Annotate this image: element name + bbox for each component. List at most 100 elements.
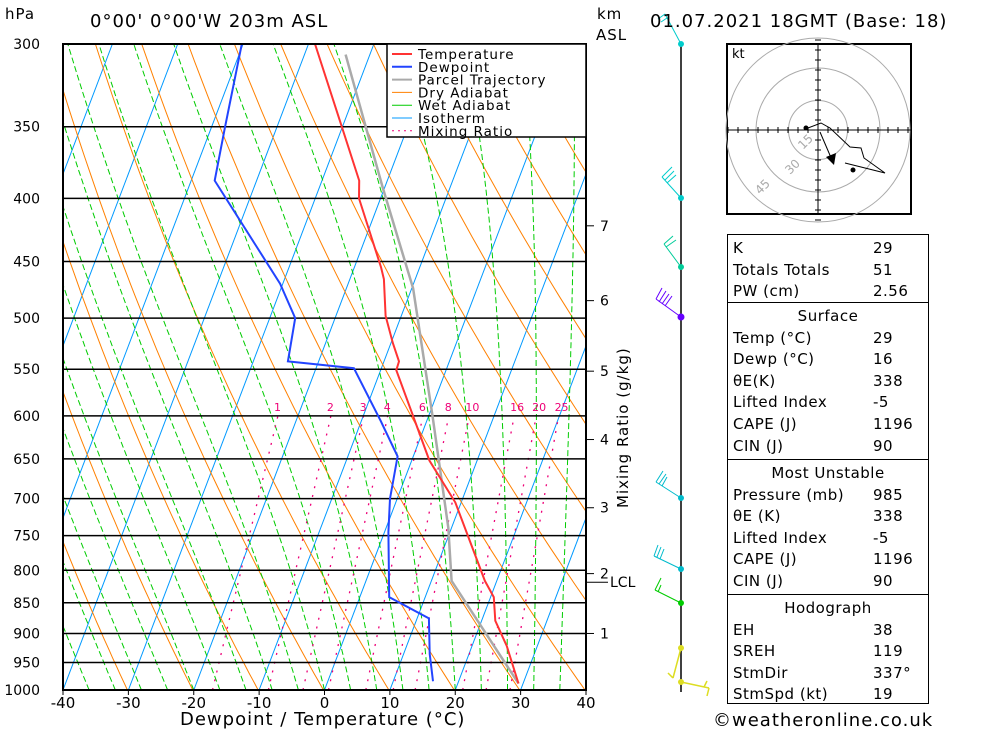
indices-panel: K 29 Totals Totals 51 PW (cm) 2.56	[727, 234, 929, 302]
legend-label: Dry Adiabat	[418, 85, 509, 101]
section-title-label: Most Unstable	[771, 464, 885, 482]
pressure-tick-label: 850	[13, 596, 40, 612]
index-row-value: 2.56	[873, 282, 909, 301]
section-title-label: Surface	[797, 307, 859, 325]
temperature-tick-label: 10	[380, 694, 399, 712]
pressure-tick-label: 550	[13, 362, 40, 378]
isotherm-line	[520, 516, 586, 690]
index-row-value: 1196	[873, 415, 914, 433]
index-row: Lifted Index -5	[728, 391, 928, 412]
temperature-tick-label: -10	[247, 694, 272, 712]
dry-adiabat-line	[233, 44, 586, 690]
mixing-ratio-line	[211, 415, 279, 690]
index-row-label: θE (K)	[733, 507, 781, 526]
index-row-value: 38	[873, 620, 894, 639]
x-axis-title: Dewpoint / Temperature (°C)	[180, 709, 466, 730]
mixing-ratio-line	[327, 415, 389, 690]
index-row-value: 90	[873, 436, 894, 455]
wet-adiabat-line	[133, 44, 352, 690]
wet-adiabat-line	[272, 44, 430, 690]
mixing-ratio-label: 6	[419, 401, 426, 414]
pressure-tick-label: 1000	[4, 683, 40, 699]
pressure-unit-label: hPa	[5, 5, 36, 23]
pressure-tick-label: 900	[13, 626, 40, 642]
isotherm-line	[324, 44, 571, 690]
pressure-tick-label: 450	[13, 255, 40, 271]
wet-adiabat-line	[219, 44, 404, 690]
hodograph-trace	[807, 122, 886, 174]
dry-adiabat-line	[63, 240, 259, 690]
temperature-tick-label: 20	[446, 694, 465, 712]
wind-barb-1000	[680, 680, 710, 697]
wind-barb-850	[654, 577, 682, 604]
mixing-ratio-label: 25	[555, 401, 569, 414]
km-tick-label: 1	[600, 626, 609, 642]
mixing-ratio-line	[365, 415, 424, 690]
storm-motion-arrow	[819, 131, 833, 161]
isotherm-line	[127, 44, 375, 690]
temperature-tick-label: -20	[182, 694, 207, 712]
location-title: 0°00' 0°00'W 203m ASL	[90, 11, 329, 32]
index-row: StmDir 337°	[728, 662, 928, 683]
index-row-value: 16	[873, 350, 894, 369]
mixing-ratio-label: 16	[510, 401, 524, 414]
index-row: StmSpd (kt) 19	[728, 683, 928, 704]
section-title: Hodograph	[728, 597, 928, 618]
index-row: PW (cm) 2.56	[728, 280, 928, 301]
index-row: θE(K) 338	[728, 370, 928, 391]
wet-adiabat-line	[463, 44, 508, 690]
mixing-ratio-line	[414, 415, 470, 690]
index-row-label: Totals Totals	[733, 260, 830, 279]
wind-barbs	[653, 13, 710, 697]
index-row-value: 985	[873, 485, 904, 504]
dry-adiabat-line	[63, 88, 324, 690]
index-row-value: 338	[873, 371, 904, 390]
wet-adiabat-line	[63, 494, 142, 690]
mixing-ratio-line	[462, 415, 515, 690]
wet-adiabat-line	[67, 44, 299, 690]
dry-adiabat-line	[63, 540, 128, 690]
index-row: θE (K) 338	[728, 505, 928, 526]
dry-adiabat-line	[326, 44, 586, 513]
pressure-tick-label: 400	[13, 191, 40, 207]
legend-label: Wet Adiabat	[418, 98, 511, 114]
index-row: Pressure (mb) 985	[728, 484, 928, 505]
index-row-value: 1196	[873, 550, 914, 569]
index-row-label: PW (cm)	[733, 282, 800, 301]
copyright-link[interactable]: ©weatheronline.co.uk	[713, 710, 934, 731]
wind-barb-700	[655, 470, 682, 499]
temperature-tick-label: 40	[576, 694, 595, 712]
index-row: K 29	[728, 237, 928, 258]
hodograph-unit-label: kt	[732, 47, 745, 62]
index-row: Totals Totals 51	[728, 259, 928, 280]
pressure-tick-label: 500	[13, 311, 40, 327]
mixing-ratio-label: 1	[274, 401, 281, 414]
mixing-ratio-label: 2	[327, 401, 334, 414]
index-row: CAPE (J) 1196	[728, 548, 928, 569]
km-tick-label: 5	[600, 364, 609, 380]
wind-barb-500	[655, 287, 682, 318]
axis-labels: 1 2 3 4 6 8 10 16 20 2530035040045050055060065070…	[4, 37, 635, 712]
mixing-ratio-label: 20	[532, 401, 546, 414]
legend-label: Dewpoint	[418, 60, 490, 76]
index-row-value: 337°	[873, 663, 912, 682]
mixing-ratio-label: 8	[445, 401, 452, 414]
asl-label: ASL	[596, 26, 628, 44]
index-row-value: 29	[873, 328, 894, 347]
pressure-tick-label: 950	[13, 655, 40, 671]
wind-barb-800	[653, 544, 682, 570]
mixing-ratio-line	[267, 415, 332, 690]
index-row: Temp (°C) 29	[728, 327, 928, 348]
mixing-ratio-label: 4	[384, 401, 391, 414]
isotherm-line	[63, 44, 309, 690]
km-tick-label: 4	[600, 433, 609, 449]
dry-adiabat-line	[372, 44, 586, 426]
index-row-label: CIN (J)	[733, 436, 784, 455]
index-row-label: CAPE (J)	[733, 415, 798, 433]
km-tick-label: 3	[600, 501, 609, 517]
wind-barb-400	[661, 166, 682, 199]
index-row-label: Dewp (°C)	[733, 350, 815, 369]
index-row-value: 51	[873, 260, 894, 279]
